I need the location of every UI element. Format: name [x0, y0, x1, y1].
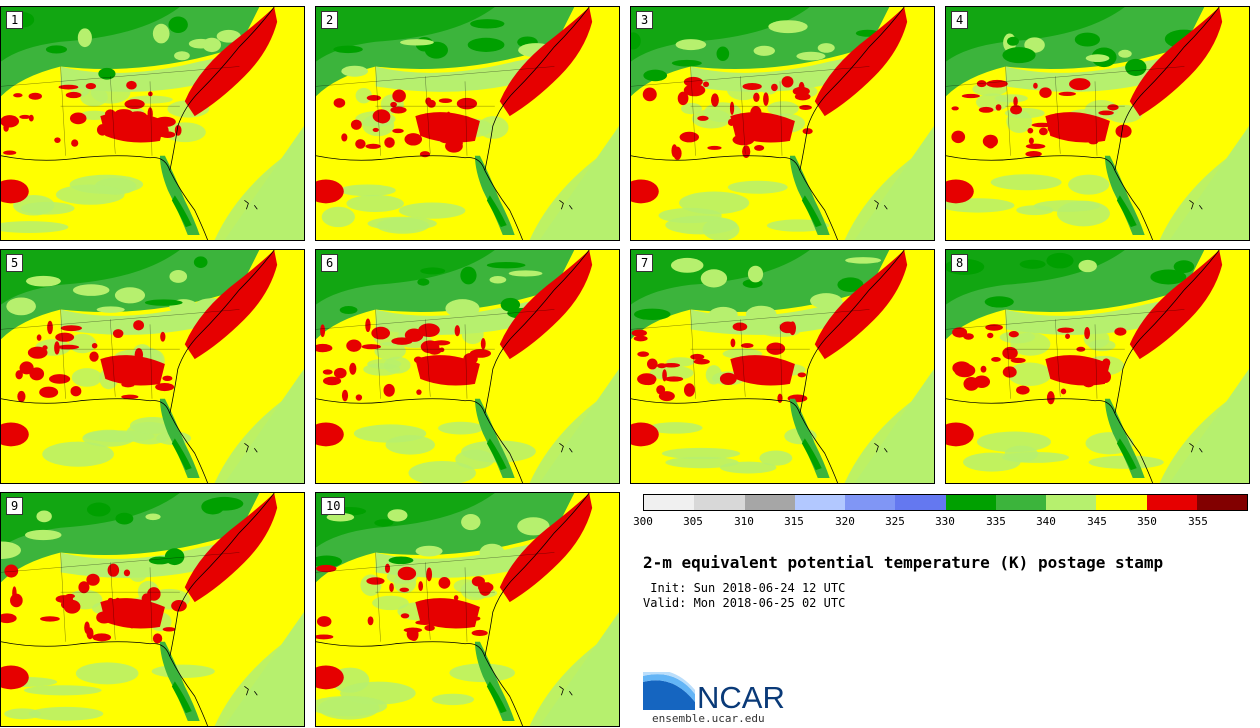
logo-name: NCAR: [697, 680, 785, 715]
map-9: [1, 493, 304, 726]
colorbar-tick: 355: [1188, 515, 1208, 528]
ncar-logo-icon: [643, 672, 695, 710]
map-1: [1, 7, 304, 240]
colorbar-tick: 340: [1036, 515, 1056, 528]
colorbar: [643, 494, 1248, 511]
panel-number-3: 3: [636, 11, 654, 29]
stamp-panel-4: 4: [945, 6, 1250, 241]
map-6: [316, 250, 619, 483]
stamp-panel-7: 7: [630, 249, 935, 484]
colorbar-tick: 315: [784, 515, 804, 528]
logo-url: ensemble.ucar.edu: [652, 712, 765, 725]
init-time: Init: Sun 2018-06-24 12 UTC: [643, 581, 846, 595]
stamp-panel-9: 9: [0, 492, 305, 727]
map-8: [946, 250, 1249, 483]
colorbar-swatch: [644, 495, 695, 510]
colorbar-tick: 305: [683, 515, 703, 528]
colorbar-ticks: 300 305 310 315 320 325 330 335 340 345 …: [633, 515, 1253, 529]
colorbar-swatch: [845, 495, 896, 510]
colorbar-tick: 345: [1087, 515, 1107, 528]
stamp-panel-8: 8: [945, 249, 1250, 484]
figure-title: 2-m equivalent potential temperature (K)…: [643, 553, 1164, 572]
map-7: [631, 250, 934, 483]
panel-number-7: 7: [636, 254, 654, 272]
colorbar-tick: 310: [734, 515, 754, 528]
stamp-panel-10: 10: [315, 492, 620, 727]
colorbar-tick: 350: [1137, 515, 1157, 528]
colorbar-swatch: [794, 495, 845, 510]
colorbar-swatch: [744, 495, 795, 510]
stamp-panel-6: 6: [315, 249, 620, 484]
panel-number-9: 9: [6, 497, 24, 515]
colorbar-tick: 330: [935, 515, 955, 528]
panel-number-6: 6: [321, 254, 339, 272]
valid-time: Valid: Mon 2018-06-25 02 UTC: [643, 596, 846, 610]
stamp-panel-5: 5: [0, 249, 305, 484]
panel-number-8: 8: [951, 254, 969, 272]
colorbar-swatch: [945, 495, 996, 510]
colorbar-tick: 300: [633, 515, 653, 528]
panel-number-10: 10: [321, 497, 346, 515]
colorbar-swatch: [1146, 495, 1197, 510]
colorbar-swatch: [995, 495, 1046, 510]
map-2: [316, 7, 619, 240]
colorbar-tick: 325: [885, 515, 905, 528]
colorbar-swatch: [1096, 495, 1147, 510]
panel-number-1: 1: [6, 11, 24, 29]
colorbar-swatch: [1046, 495, 1097, 510]
stamp-panel-2: 2: [315, 6, 620, 241]
map-10: [316, 493, 619, 726]
stamp-panel-1: 1: [0, 6, 305, 241]
map-3: [631, 7, 934, 240]
colorbar-swatch: [1196, 495, 1247, 510]
colorbar-tick: 335: [986, 515, 1006, 528]
panel-number-4: 4: [951, 11, 969, 29]
map-5: [1, 250, 304, 483]
colorbar-tick: 320: [835, 515, 855, 528]
panel-number-5: 5: [6, 254, 24, 272]
stamp-panel-3: 3: [630, 6, 935, 241]
panel-number-2: 2: [321, 11, 339, 29]
colorbar-swatch: [895, 495, 946, 510]
colorbar-swatch: [694, 495, 745, 510]
map-4: [946, 7, 1249, 240]
